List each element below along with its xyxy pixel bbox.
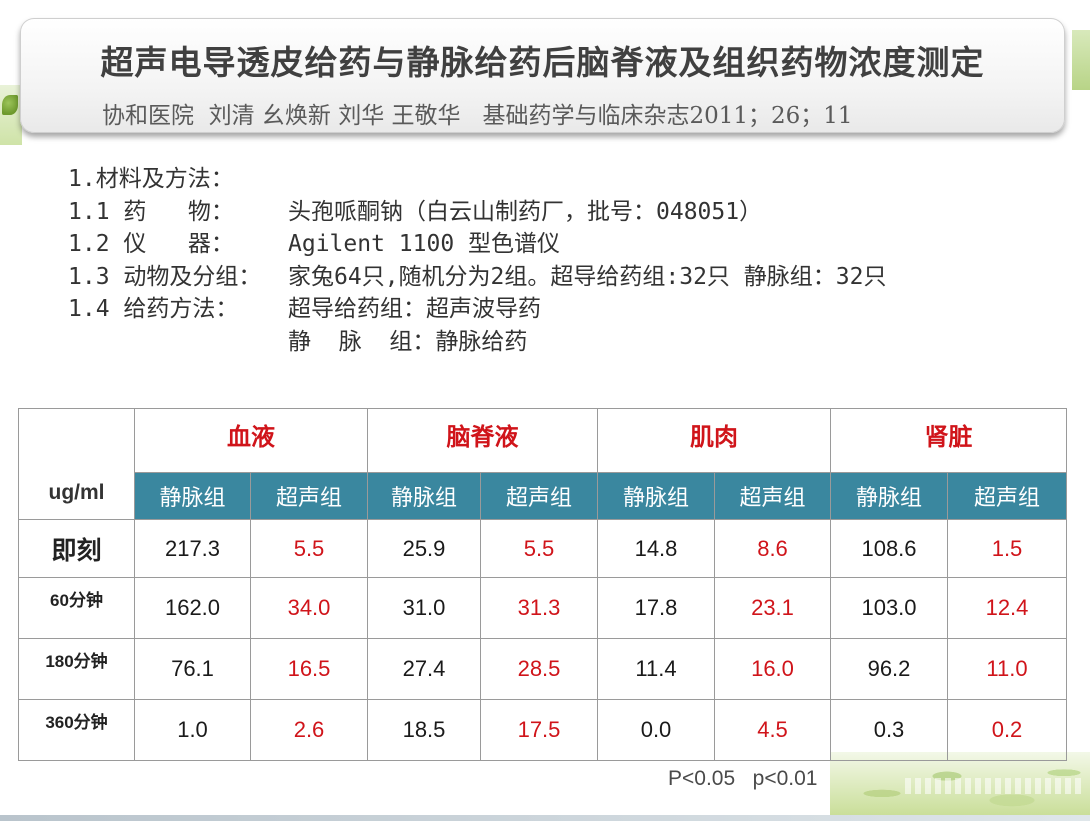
methods-item: 1.3 动物及分组： 家兔64只,随机分为2组。超导给药组:32只 静脉组：32只 xyxy=(68,261,886,294)
group-header: 静脉组 xyxy=(597,472,715,520)
table-cell: 1.5 xyxy=(947,519,1067,578)
right-decor-band xyxy=(1072,30,1090,90)
table-cell: 11.4 xyxy=(597,638,715,700)
watermark-decoration xyxy=(905,778,1085,794)
slide-title: 超声电导透皮给药与静脉给药后脑脊液及组织药物浓度测定 xyxy=(100,43,985,82)
table-cell: 18.5 xyxy=(367,699,481,761)
methods-heading: 1.材料及方法： xyxy=(68,166,234,192)
table-cell: 34.0 xyxy=(250,577,368,639)
table-cell: 0.3 xyxy=(830,699,948,761)
category-header: 肌肉 xyxy=(597,408,831,473)
category-header-row: ug/ml 血液 脑脊液 肌肉 肾脏 xyxy=(18,408,1067,520)
category-header: 脑脊液 xyxy=(367,408,598,473)
group-header: 静脉组 xyxy=(830,472,948,520)
methods-item-label: 1.1 药 物： xyxy=(68,198,234,225)
category-header: 血液 xyxy=(134,408,368,473)
left-decor-band xyxy=(0,85,22,145)
table-cell: 4.5 xyxy=(714,699,831,761)
methods-item-value: 家兔64只,随机分为2组。超导给药组:32只 静脉组：32只 xyxy=(288,263,887,290)
methods-item: 1.2 仪 器： Agilent 1100 型色谱仪 xyxy=(68,228,886,261)
group-header: 静脉组 xyxy=(134,472,251,520)
table-cell: 16.0 xyxy=(714,638,831,700)
methods-item-value: 超导给药组：超声波导药 xyxy=(288,296,541,322)
table-cell: 162.0 xyxy=(134,577,251,639)
table-cell: 0.0 xyxy=(597,699,715,761)
table-cell: 5.5 xyxy=(480,519,598,578)
table-cell: 96.2 xyxy=(830,638,948,700)
table-cell: 31.0 xyxy=(367,577,481,639)
group-header: 超声组 xyxy=(250,472,368,520)
methods-item-label: 1.4 给药方法： xyxy=(68,296,239,322)
table-cell: 27.4 xyxy=(367,638,481,700)
table-cell: 25.9 xyxy=(367,519,481,578)
table-cell: 76.1 xyxy=(134,638,251,700)
table-cell: 108.6 xyxy=(830,519,948,578)
bottom-bar xyxy=(0,815,1090,821)
table-cell: 16.5 xyxy=(250,638,368,700)
methods-section: 1.材料及方法： 1.1 药 物： 头孢哌酮钠（白云山制药厂，批号：048051）… xyxy=(68,163,886,358)
methods-item-label: 1.3 动物及分组： xyxy=(68,263,262,290)
unit-label: ug/ml xyxy=(18,408,135,520)
group-header: 超声组 xyxy=(480,472,598,520)
leaf-icon xyxy=(2,95,18,115)
methods-item-value: 头孢哌酮钠（白云山制药厂，批号：048051） xyxy=(288,198,763,225)
table-cell: 31.3 xyxy=(480,577,598,639)
methods-item: 1.1 药 物： 头孢哌酮钠（白云山制药厂，批号：048051） xyxy=(68,196,886,229)
row-label: 180分钟 xyxy=(18,638,135,700)
row-label: 即刻 xyxy=(18,519,135,578)
table-cell: 217.3 xyxy=(134,519,251,578)
category-header: 肾脏 xyxy=(830,408,1067,473)
table-cell: 1.0 xyxy=(134,699,251,761)
table-row: 60分钟 162.0 34.0 31.0 31.3 17.8 23.1 103.… xyxy=(18,577,1067,639)
row-label: 60分钟 xyxy=(18,577,135,639)
table-row: 即刻 217.3 5.5 25.9 5.5 14.8 8.6 108.6 1.5 xyxy=(18,519,1067,578)
table-cell: 12.4 xyxy=(947,577,1067,639)
table-row: 360分钟 1.0 2.6 18.5 17.5 0.0 4.5 0.3 0.2 xyxy=(18,699,1067,761)
table-cell: 28.5 xyxy=(480,638,598,700)
table-row: 180分钟 76.1 16.5 27.4 28.5 11.4 16.0 96.2… xyxy=(18,638,1067,700)
table-cell: 17.5 xyxy=(480,699,598,761)
table-cell: 5.5 xyxy=(250,519,368,578)
group-header: 静脉组 xyxy=(367,472,481,520)
table-cell: 0.2 xyxy=(947,699,1067,761)
methods-item-value: Agilent 1100 型色谱仪 xyxy=(288,231,561,257)
methods-item-value: 静 脉 组：静脉给药 xyxy=(288,328,528,355)
table-cell: 11.0 xyxy=(947,638,1067,700)
significance-note: P<0.05 p<0.01 xyxy=(668,767,818,790)
row-label: 360分钟 xyxy=(18,699,135,761)
methods-item: 1.4 给药方法： 超导给药组：超声波导药 xyxy=(68,293,886,326)
concentration-table: ug/ml 血液 脑脊液 肌肉 肾脏 静脉组 超声组 静脉组 超声组 静脉组 超… xyxy=(18,408,1067,761)
slide-subtitle: 协和医院 刘清 幺焕新 刘华 王敬华 基础药学与临床杂志2011；26；11 xyxy=(102,103,853,129)
group-header-row: 静脉组 超声组 静脉组 超声组 静脉组 超声组 静脉组 超声组 xyxy=(19,472,1067,520)
table-cell: 14.8 xyxy=(597,519,715,578)
table-cell: 103.0 xyxy=(830,577,948,639)
methods-item: 静 脉 组：静脉给药 xyxy=(68,326,886,359)
table-cell: 17.8 xyxy=(597,577,715,639)
table-cell: 2.6 xyxy=(250,699,368,761)
title-box: 超声电导透皮给药与静脉给药后脑脊液及组织药物浓度测定 协和医院 刘清 幺焕新 刘… xyxy=(20,18,1065,133)
table-cell: 23.1 xyxy=(714,577,831,639)
methods-item-label: 1.2 仪 器： xyxy=(68,231,234,257)
group-header: 超声组 xyxy=(947,472,1067,520)
group-header: 超声组 xyxy=(714,472,831,520)
table-cell: 8.6 xyxy=(714,519,831,578)
